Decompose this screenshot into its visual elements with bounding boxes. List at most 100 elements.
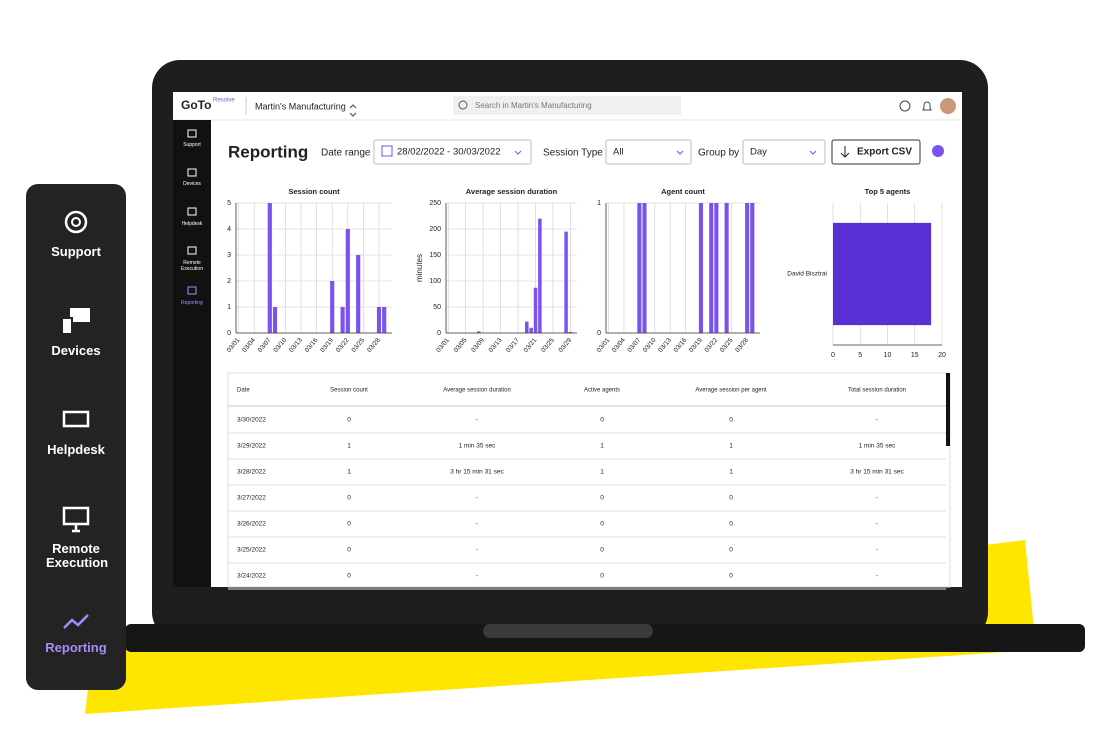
- table-header: Active agents: [584, 388, 620, 394]
- bar: [698, 203, 704, 333]
- bar: [714, 203, 719, 333]
- bar: [525, 321, 529, 333]
- table-cell: 0: [600, 573, 604, 580]
- table-cell: 1: [600, 469, 604, 476]
- small-nav-item[interactable]: Devices: [183, 181, 201, 187]
- small-nav-item[interactable]: Support: [183, 142, 201, 148]
- y-tick-label: David Bisztrai: [787, 271, 827, 278]
- table-cell: -: [876, 417, 878, 424]
- chevron: [676, 150, 684, 155]
- table-cell: 1 min 35 sec: [459, 443, 497, 450]
- group-by-select[interactable]: [742, 139, 826, 165]
- table-cell: 1 min 35 sec: [859, 443, 897, 450]
- table-header: Average session duration: [443, 388, 511, 394]
- bar: [568, 331, 573, 333]
- session-type-value: All: [613, 147, 624, 158]
- nav-item-active[interactable]: Reporting: [45, 640, 107, 655]
- small-nav-item[interactable]: Remote Execution: [181, 260, 203, 272]
- table-cell: 0: [347, 521, 351, 528]
- bar: [376, 307, 382, 333]
- big-sidebar: [26, 184, 126, 690]
- search-box[interactable]: [453, 96, 681, 115]
- table-cell: -: [476, 547, 478, 554]
- y-axis-label: minutes: [415, 254, 424, 282]
- table-cell: 0: [729, 547, 733, 554]
- bar: [750, 203, 755, 333]
- table-cell: -: [476, 417, 478, 424]
- y-tick-label: 100: [429, 278, 441, 285]
- bar: [637, 203, 642, 333]
- bell-icon[interactable]: [922, 101, 932, 111]
- small-nav-icon: [187, 168, 197, 177]
- table-cell: 3/28/2022: [237, 469, 266, 476]
- table-cell: 0: [729, 573, 733, 580]
- table-cell: 0: [347, 573, 351, 580]
- y-tick-label: 200: [429, 226, 441, 233]
- table-cell: 3/26/2022: [237, 521, 266, 528]
- export-button[interactable]: [831, 139, 921, 165]
- table-cell: -: [476, 521, 478, 528]
- table-cell: 3/29/2022: [237, 443, 266, 450]
- help-icon[interactable]: [899, 100, 911, 112]
- y-tick-label: 3: [227, 252, 231, 259]
- table-cell: 0: [600, 417, 604, 424]
- y-tick-label: 0: [437, 330, 441, 337]
- nav-item[interactable]: Support: [51, 244, 101, 259]
- y-tick-label: 0: [227, 330, 231, 337]
- x-tick-label: 5: [858, 352, 862, 359]
- y-tick-label: 2: [227, 278, 231, 285]
- table-cell: -: [876, 573, 878, 580]
- table-header: Total session duration: [848, 388, 906, 394]
- group-by-label: Group by: [698, 148, 739, 159]
- table-cell: -: [876, 547, 878, 554]
- small-nav-icon: [187, 246, 197, 255]
- devices-icon: [70, 308, 90, 322]
- x-tick-label: 15: [911, 352, 919, 359]
- scrollbar[interactable]: [946, 373, 950, 446]
- x-tick-label: 20: [938, 352, 946, 359]
- small-nav-item[interactable]: Helpdesk: [181, 221, 203, 227]
- account[interactable]: Martin's Manufacturing: [255, 101, 346, 111]
- bar: [345, 229, 350, 333]
- small-sidebar: [173, 120, 211, 587]
- table-cell: 3/27/2022: [237, 495, 266, 502]
- session-type-select[interactable]: [605, 139, 692, 165]
- settings-icon[interactable]: [932, 145, 944, 157]
- y-tick-label: 250: [429, 200, 441, 207]
- laptop-notch: [483, 624, 653, 638]
- date-range-select[interactable]: [373, 139, 532, 165]
- bar: [538, 218, 542, 333]
- bar: [745, 203, 750, 333]
- bar: [529, 327, 533, 333]
- y-tick-label: 1: [227, 304, 231, 311]
- table-cell: -: [876, 495, 878, 502]
- table-cell: -: [876, 521, 878, 528]
- bar: [533, 287, 538, 333]
- table-cell: 0: [729, 417, 733, 424]
- logo: GoTo: [181, 98, 211, 112]
- table-cell: 0: [600, 547, 604, 554]
- nav-item[interactable]: Helpdesk: [47, 442, 105, 457]
- search-placeholder: Search in Martin's Manufacturing: [475, 101, 592, 110]
- account-switch[interactable]: [349, 104, 357, 117]
- chevron: [514, 150, 522, 155]
- product: Resolve: [213, 98, 235, 104]
- page-title: Reporting: [228, 142, 308, 161]
- nav-item[interactable]: Remote Execution: [46, 541, 109, 570]
- chevron: [809, 150, 817, 155]
- y-tick-label: 150: [429, 252, 441, 259]
- bar: [833, 222, 932, 326]
- table-cell: 3 hr 15 min 31 sec: [450, 469, 504, 476]
- small-nav-item-active[interactable]: Reporting: [181, 300, 203, 306]
- table-cell: -: [476, 495, 478, 502]
- bar: [356, 255, 361, 333]
- table-cell: 0: [729, 495, 733, 502]
- small-nav-icon: [187, 129, 197, 138]
- table-cell: 3/25/2022: [237, 547, 266, 554]
- nav-item[interactable]: Devices: [51, 343, 101, 358]
- avatar[interactable]: [940, 98, 956, 114]
- bar: [340, 307, 345, 333]
- bar: [564, 231, 568, 333]
